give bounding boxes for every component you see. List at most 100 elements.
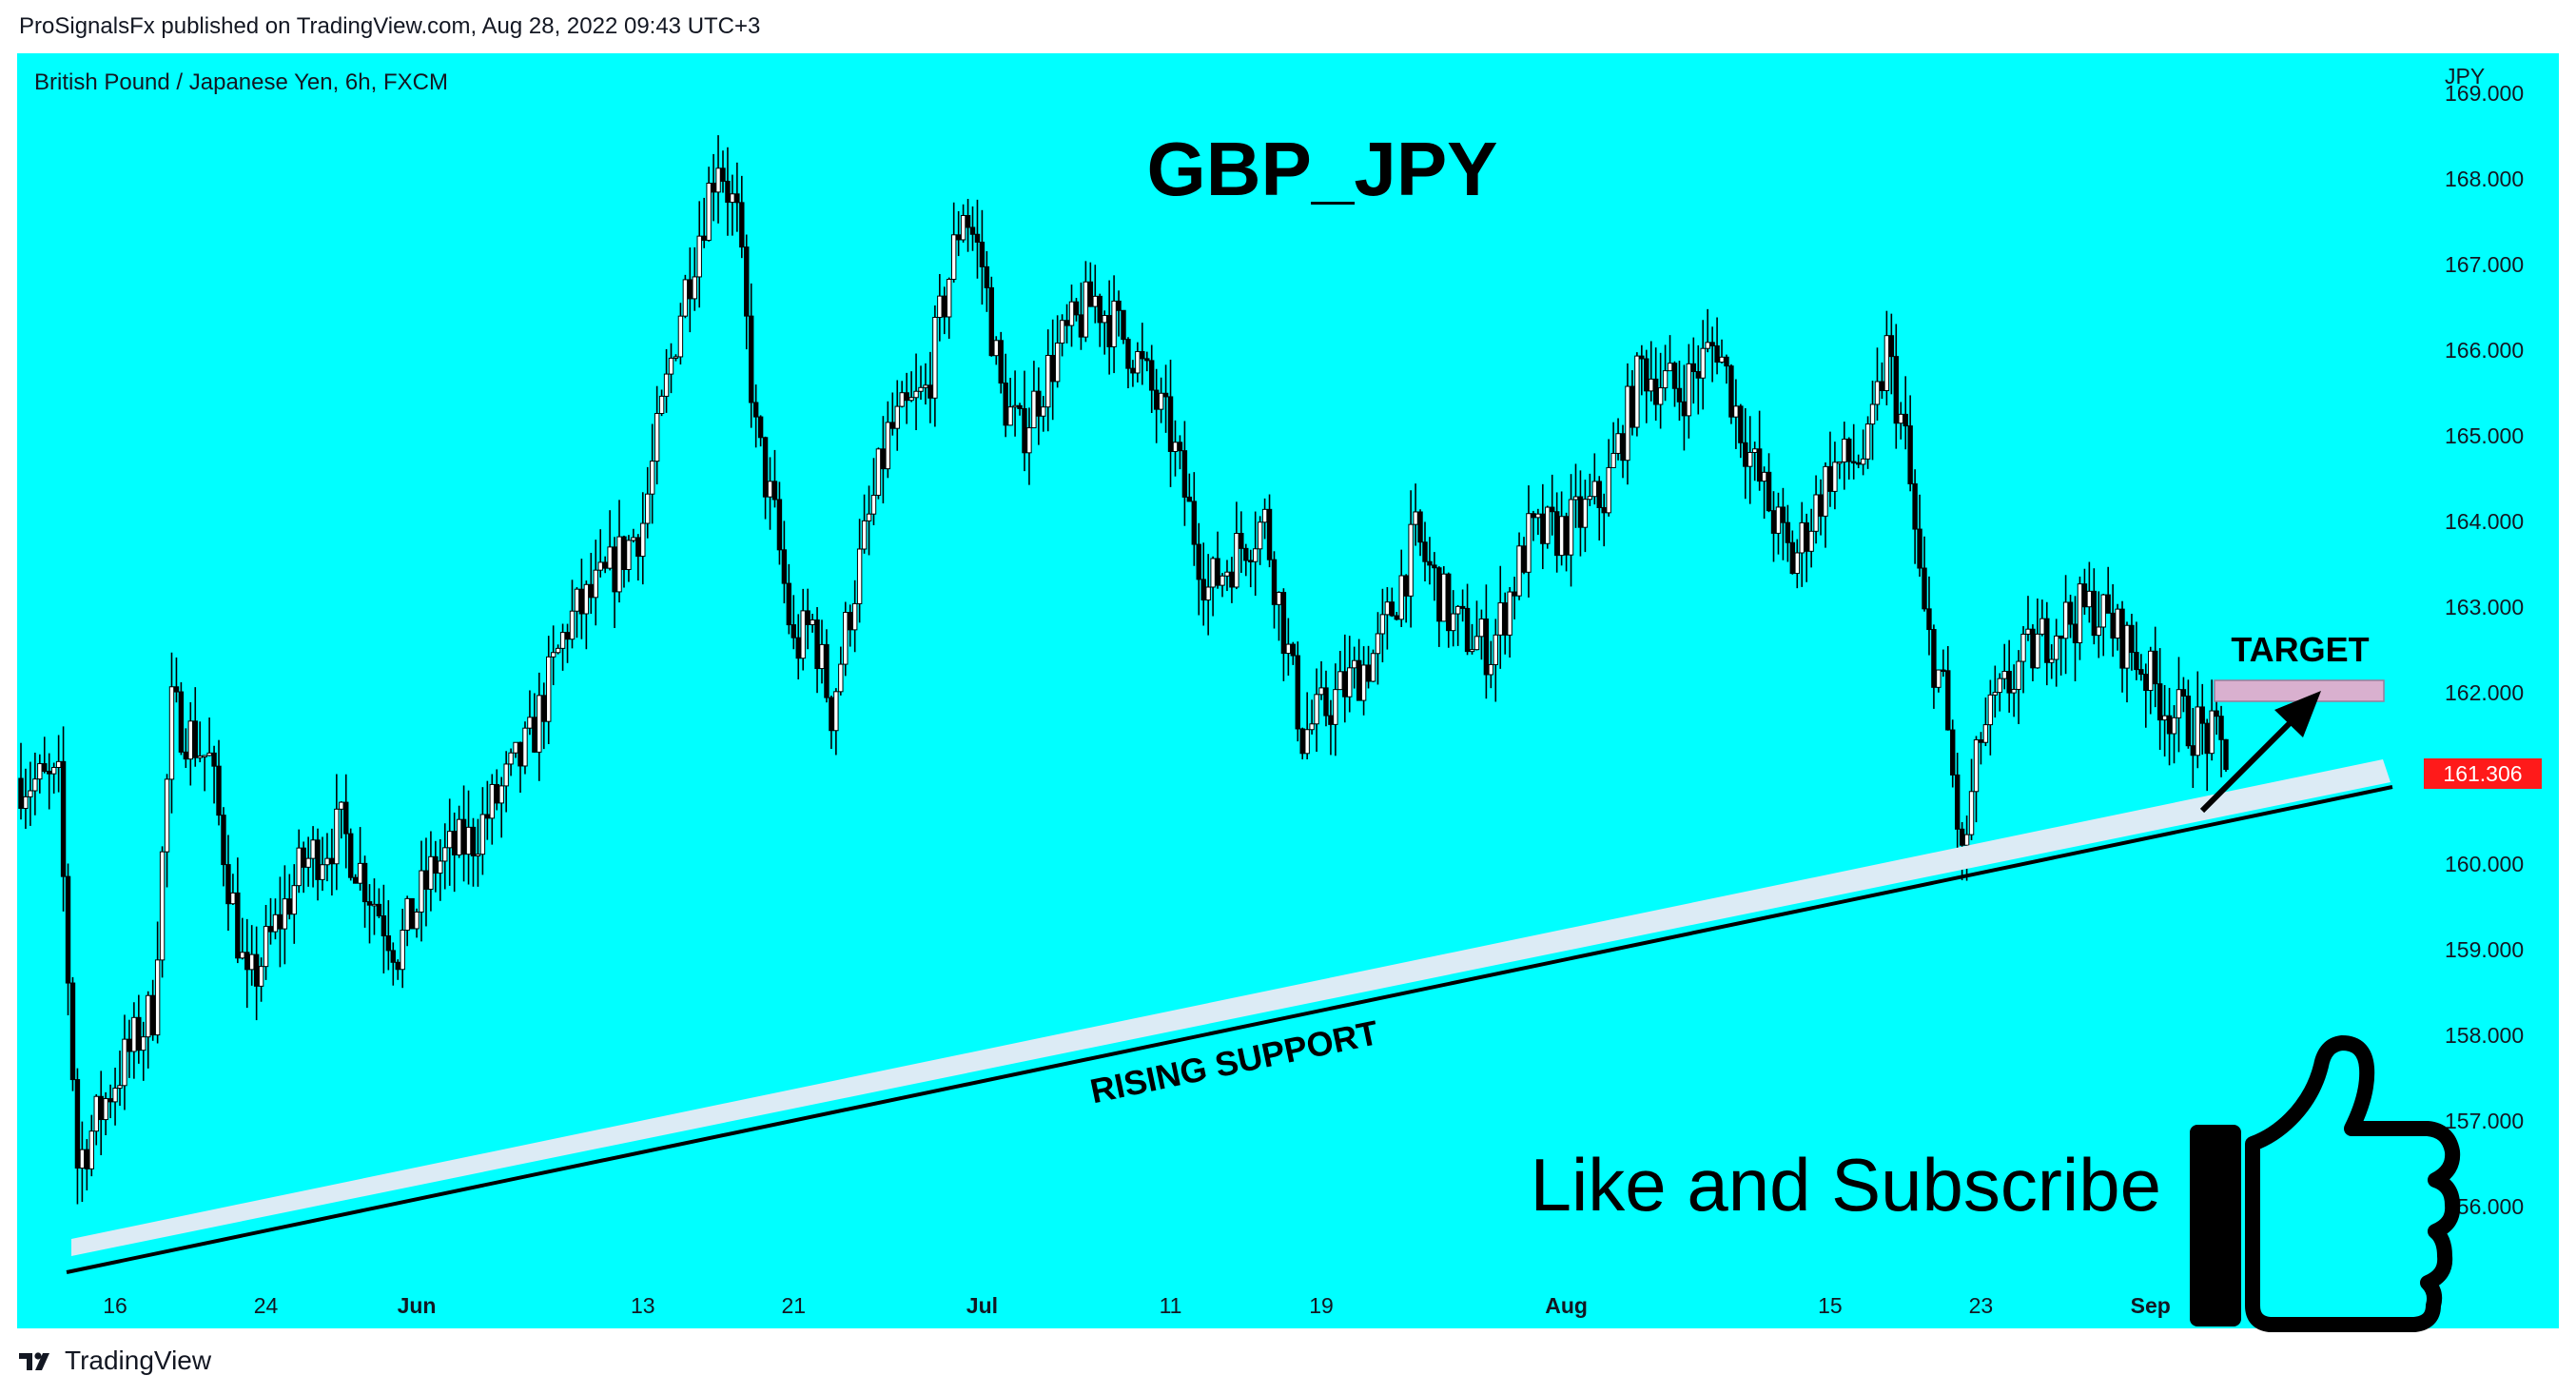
candle-body: [687, 279, 693, 300]
candle-body: [517, 741, 523, 767]
tradingview-logo-icon: [19, 1352, 49, 1370]
candle-body: [1125, 339, 1131, 369]
candle-body: [715, 167, 721, 193]
candle-body: [805, 610, 810, 625]
candle-body: [616, 536, 622, 593]
candle-body: [32, 778, 38, 792]
candle-body: [744, 246, 750, 317]
candle-body: [696, 235, 702, 278]
x-tick-label: 24: [254, 1293, 279, 1318]
candle-body: [1162, 392, 1169, 398]
candle-body: [1591, 481, 1597, 498]
candle-body: [1671, 363, 1678, 389]
candle-body: [286, 898, 293, 915]
candle-body: [489, 783, 495, 819]
y-tick-label: 158.000: [2445, 1023, 2524, 1048]
candle-body: [988, 286, 995, 357]
candle-body: [146, 994, 151, 1038]
candle-body: [2035, 633, 2040, 669]
candle-body: [1823, 465, 1828, 517]
candle-body: [385, 935, 392, 952]
candle-body: [28, 790, 33, 797]
candle-body: [1323, 687, 1329, 717]
candle-body: [1639, 355, 1645, 360]
candle-body: [348, 833, 354, 878]
candle-body: [1770, 510, 1777, 534]
candle-body: [1036, 390, 1042, 417]
candle-body: [1012, 404, 1018, 408]
candle-body: [1459, 605, 1466, 609]
candle-body: [1521, 545, 1527, 573]
candle-body: [315, 839, 321, 880]
candle-body: [1375, 633, 1381, 655]
candle-body: [1153, 389, 1160, 410]
candle-body: [1087, 281, 1094, 307]
candle-body: [329, 857, 335, 865]
candle-body: [1888, 335, 1895, 358]
candle-body: [593, 569, 598, 599]
candle-body: [2166, 715, 2173, 735]
candle-body: [1333, 689, 1338, 725]
candle-body: [2161, 715, 2168, 721]
candle-body: [141, 1036, 146, 1051]
y-tick-label: 159.000: [2445, 937, 2524, 962]
candle-body: [1271, 559, 1278, 605]
y-tick-label: 162.000: [2445, 680, 2524, 705]
candle-body: [1620, 433, 1626, 462]
candle-body: [1408, 523, 1414, 597]
candle-body: [550, 652, 556, 658]
candle-body: [1318, 687, 1324, 696]
candle-body: [1121, 309, 1126, 341]
candle-body: [969, 226, 976, 235]
candle-body: [301, 847, 306, 868]
candle-body: [136, 1016, 142, 1051]
candle-body: [1140, 351, 1145, 360]
candle-body: [2156, 683, 2163, 721]
candle-body: [173, 686, 180, 693]
support-band: [71, 759, 2391, 1256]
candle-body: [2176, 689, 2182, 718]
candle-body: [1775, 506, 1782, 534]
x-tick-label: 15: [1818, 1293, 1843, 1318]
candle-body: [451, 831, 458, 855]
candle-body: [1464, 607, 1471, 653]
candle-body: [1644, 358, 1649, 392]
candle-body: [324, 857, 330, 866]
x-axis: 16 24 Jun 13 21 Jul 11 19 Aug 15 23 Sep: [103, 1293, 2171, 1318]
candle-body: [1502, 602, 1508, 636]
currency-label: JPY: [2445, 64, 2485, 88]
candle-body: [1686, 363, 1692, 417]
candle-body: [1917, 528, 1922, 569]
tradingview-brand[interactable]: TradingView: [65, 1346, 212, 1375]
candle-body: [984, 265, 990, 288]
candle-body: [569, 610, 576, 640]
candle-body: [282, 898, 288, 930]
candle-body: [1512, 591, 1517, 597]
candle-body: [2096, 626, 2101, 637]
candle-body: [2148, 650, 2154, 692]
candle-body: [1657, 387, 1664, 405]
candle-body: [2204, 722, 2210, 755]
target-arrow-head: [2274, 691, 2321, 737]
candle-body: [305, 857, 311, 868]
candle-body: [2199, 706, 2205, 724]
candle-body: [409, 897, 415, 930]
candle-body: [824, 643, 829, 698]
candle-body: [955, 234, 962, 241]
candle-body: [1205, 586, 1211, 601]
footer: TradingView: [17, 1346, 211, 1376]
candle-body: [682, 279, 689, 317]
candle-body: [950, 234, 957, 281]
cta-text: Like and Subscribe: [1531, 1143, 2161, 1227]
candle-body: [1827, 465, 1833, 492]
candle-body: [2105, 594, 2111, 614]
candle-body: [1596, 481, 1602, 508]
candle-body: [1304, 729, 1310, 755]
candle-body: [2180, 689, 2187, 698]
candle-body: [965, 215, 971, 228]
candle-body: [1347, 667, 1353, 698]
candle-body: [1234, 533, 1239, 588]
candle-body: [814, 619, 820, 670]
candle-body: [47, 771, 52, 775]
